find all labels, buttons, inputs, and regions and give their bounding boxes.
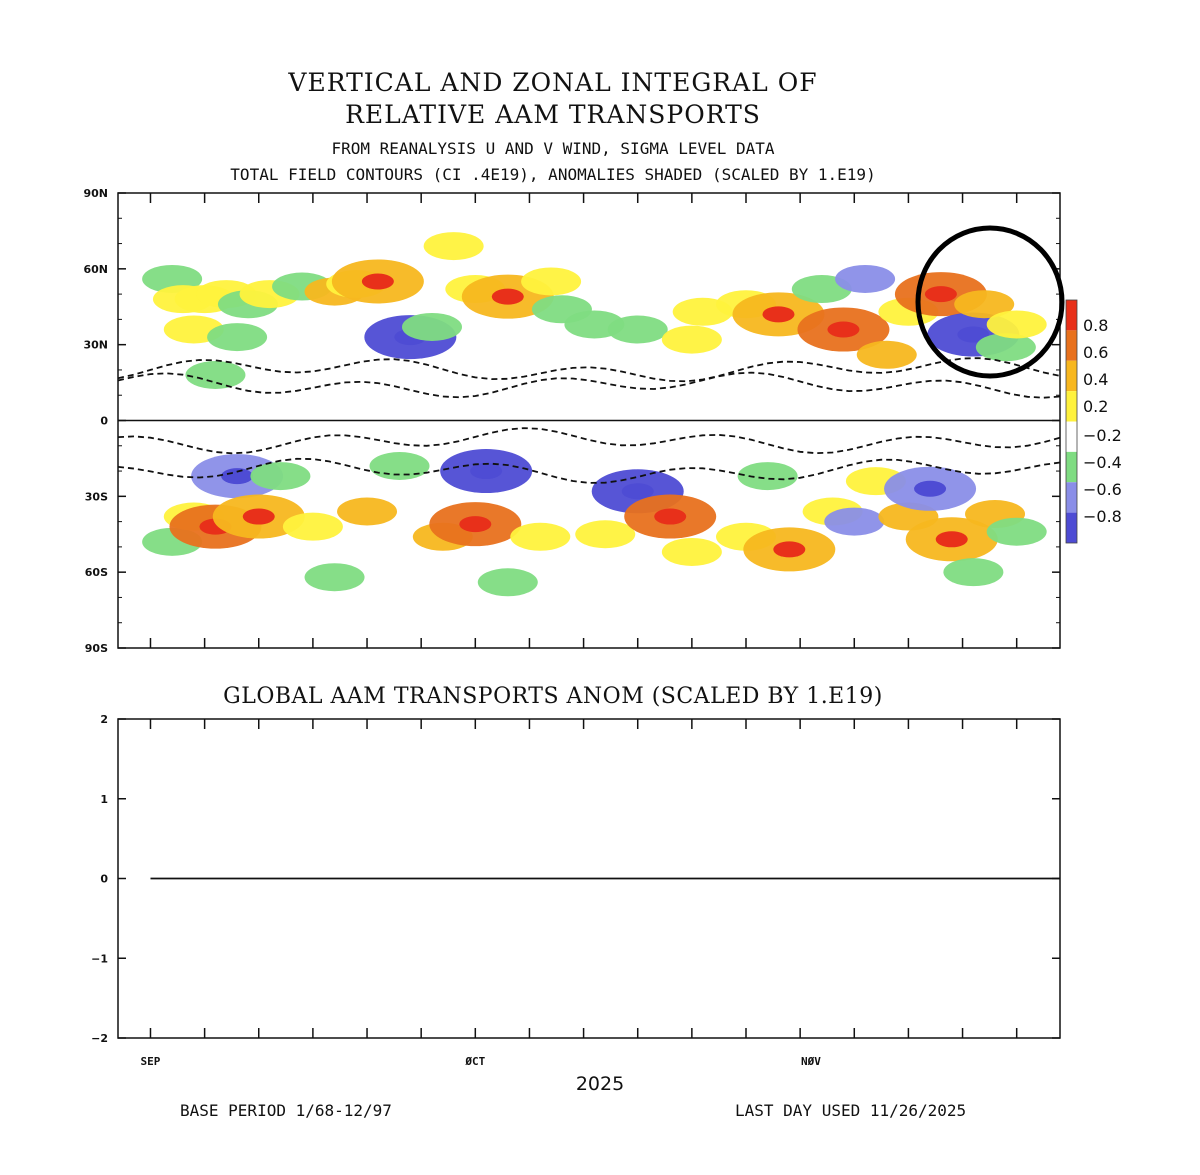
colorbar-swatch-3 bbox=[1066, 391, 1077, 422]
anomaly-core-47 bbox=[459, 516, 492, 533]
top-ytick-label-5: 60S bbox=[85, 566, 108, 579]
colorbar-label-5: −0.4 bbox=[1083, 453, 1122, 472]
colorbar-label-1: 0.6 bbox=[1083, 343, 1108, 362]
top-ytick-label-1: 60N bbox=[83, 263, 108, 276]
colorbar-label-4: −0.2 bbox=[1083, 426, 1122, 445]
anomaly-core-32 bbox=[957, 326, 990, 343]
bottom-ytick-label-2: 0 bbox=[100, 873, 108, 886]
anomaly-core-12 bbox=[361, 273, 394, 290]
top-ytick-label-4: 30S bbox=[85, 490, 108, 503]
x-axis-year-label: 2025 bbox=[575, 1073, 625, 1095]
anomaly-core-63 bbox=[935, 531, 968, 548]
anomaly-blob-42 bbox=[282, 512, 343, 541]
anomaly-blob-50 bbox=[510, 522, 571, 551]
anomaly-core-48 bbox=[470, 463, 503, 480]
anomaly-blob-43 bbox=[304, 563, 365, 592]
anomaly-blob-54 bbox=[661, 537, 722, 566]
anomaly-blob-56 bbox=[737, 462, 798, 491]
top-ytick-label-0: 90N bbox=[83, 187, 108, 200]
top-panel-axes: 90N 60N 30N 0 30S 60S 90S bbox=[83, 187, 1061, 655]
colorbar-label-7: −0.8 bbox=[1083, 507, 1122, 526]
bottom-ytick-label-3: −1 bbox=[91, 952, 108, 965]
colorbar-label-2: 0.4 bbox=[1083, 370, 1108, 389]
anomaly-blob-59 bbox=[824, 507, 885, 536]
colorbar-label-3: 0.2 bbox=[1083, 397, 1108, 416]
highlight-circle bbox=[915, 225, 1065, 379]
anomaly-core-53 bbox=[654, 508, 687, 525]
dashed-contour-1 bbox=[117, 371, 1061, 399]
x-month-label-1: ØCT bbox=[464, 1055, 485, 1068]
anomaly-blob-44 bbox=[337, 497, 398, 526]
anomaly-blob-21 bbox=[607, 315, 668, 344]
anomaly-blob-28 bbox=[835, 264, 896, 293]
anomaly-core-40 bbox=[242, 508, 275, 525]
x-month-label-2: NØV bbox=[801, 1055, 821, 1068]
colorbar-label-0: 0.8 bbox=[1083, 316, 1108, 335]
colorbar-swatch-0 bbox=[1066, 300, 1077, 331]
anomaly-blob-18 bbox=[521, 267, 582, 296]
colorbar-swatch-2 bbox=[1066, 360, 1077, 392]
bottom-ytick-label-4: −2 bbox=[91, 1032, 108, 1045]
bottom-panel-axes: 2 1 0 −1 −2 SEP ØCT NØV bbox=[91, 713, 1061, 1068]
anomaly-blob-14 bbox=[402, 312, 462, 341]
chart-subtitle: FROM REANALYSIS U AND V WIND, SIGMA LEVE… bbox=[331, 139, 775, 158]
top-ytick-label-3: 0 bbox=[100, 415, 108, 428]
anomaly-blob-34 bbox=[975, 333, 1036, 362]
anomaly-blob-6 bbox=[207, 323, 268, 352]
anomaly-blob-64 bbox=[943, 558, 1004, 587]
colorbar-swatch-4 bbox=[1066, 421, 1077, 452]
anomaly-blob-33 bbox=[954, 290, 1015, 319]
anomaly-core-39 bbox=[221, 468, 254, 485]
top-ytick-label-2: 30N bbox=[83, 339, 108, 352]
anomaly-core-62 bbox=[914, 480, 947, 497]
anomaly-blob-22 bbox=[661, 325, 722, 354]
anomaly-blob-66 bbox=[986, 517, 1047, 546]
anomaly-blob-41 bbox=[250, 462, 311, 491]
last-day-label: LAST DAY USED 11/26/2025 bbox=[735, 1101, 967, 1120]
anomaly-core-57 bbox=[773, 541, 806, 558]
bottom-ytick-label-0: 2 bbox=[100, 713, 108, 726]
colorbar-frame bbox=[1065, 299, 1078, 544]
anomaly-core-52 bbox=[621, 483, 654, 500]
anomaly-blob-15 bbox=[423, 232, 484, 261]
anomaly-blob-49 bbox=[477, 568, 538, 597]
anomaly-blob-4 bbox=[185, 361, 246, 389]
dashed-contour-2 bbox=[117, 427, 1061, 455]
chart-title-line1: VERTICAL AND ZONAL INTEGRAL OF bbox=[288, 68, 818, 97]
anomaly-core-27 bbox=[827, 321, 860, 338]
top-ytick-label-6: 90S bbox=[85, 642, 108, 655]
base-period-label: BASE PERIOD 1/68-12/97 bbox=[180, 1101, 392, 1120]
dashed-contour-0 bbox=[117, 357, 1061, 383]
anomaly-core-17 bbox=[491, 288, 524, 305]
chart-title-line2: RELATIVE AAM TRANSPORTS bbox=[345, 100, 761, 129]
anomaly-blob-51 bbox=[575, 520, 636, 549]
anomaly-core-31 bbox=[924, 286, 957, 303]
anomaly-blob-29 bbox=[856, 340, 917, 369]
colorbar-label-6: −0.6 bbox=[1083, 480, 1122, 499]
chart-subtitle-2: TOTAL FIELD CONTOURS (CI .4E19), ANOMALI… bbox=[230, 165, 876, 184]
anomaly-shading-layer bbox=[117, 232, 1061, 597]
anomaly-core-25 bbox=[762, 306, 795, 323]
bottom-chart-title: GLOBAL AAM TRANSPORTS ANOM (SCALED BY 1.… bbox=[223, 684, 883, 709]
colorbar-swatch-6 bbox=[1066, 482, 1077, 513]
colorbar: 0.8 0.6 0.4 0.2 −0.2 −0.4 −0.6 −0.8 bbox=[1065, 299, 1122, 544]
x-month-label-0: SEP bbox=[141, 1055, 161, 1068]
anomaly-blob-35 bbox=[986, 310, 1047, 339]
colorbar-swatch-7 bbox=[1066, 512, 1077, 543]
anomaly-blob-45 bbox=[369, 452, 430, 480]
colorbar-swatch-1 bbox=[1066, 330, 1077, 361]
colorbar-swatch-5 bbox=[1066, 451, 1077, 483]
bottom-ytick-label-1: 1 bbox=[100, 793, 108, 806]
